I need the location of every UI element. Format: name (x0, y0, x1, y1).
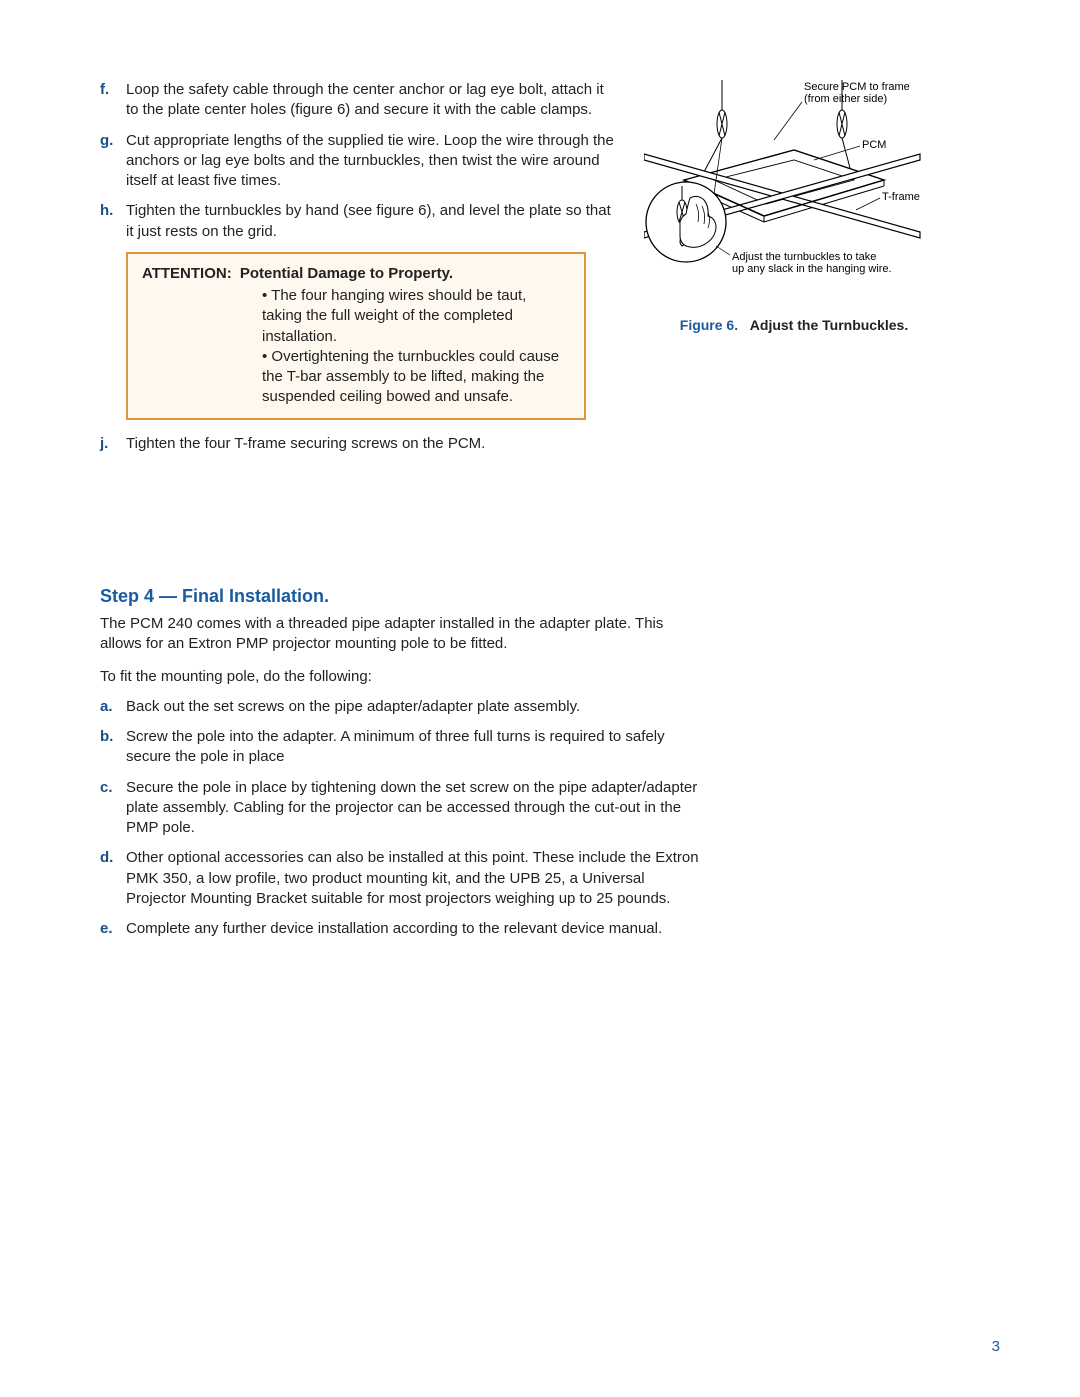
item-marker: b. (100, 727, 126, 768)
attention-label: ATTENTION: (142, 265, 232, 282)
list-item: d. Other optional accessories can also b… (100, 848, 700, 909)
label-adjust-1: Adjust the turnbuckles to take (732, 251, 876, 263)
step4-heading: Step 4 — Final Installation. (100, 584, 1000, 608)
label-adjust-2: up any slack in the hanging wire. (732, 263, 892, 275)
item-text: Screw the pole into the adapter. A minim… (126, 727, 700, 768)
figure-title: Adjust the Turnbuckles. (750, 317, 908, 333)
step4-lead: To fit the mounting pole, do the followi… (100, 667, 1000, 687)
list-item: g. Cut appropriate lengths of the suppli… (100, 131, 620, 192)
label-tframe: T-frame (882, 191, 920, 203)
right-column: Secure PCM to frame (from either side) P… (644, 80, 944, 464)
attention-bullet: Overtightening the turnbuckles could cau… (262, 347, 570, 408)
item-marker: e. (100, 919, 126, 939)
item-marker: c. (100, 778, 126, 839)
item-text: Secure the pole in place by tightening d… (126, 778, 700, 839)
item-text: Back out the set screws on the pipe adap… (126, 697, 700, 717)
list-item: a. Back out the set screws on the pipe a… (100, 697, 700, 717)
list-item: e. Complete any further device installat… (100, 919, 700, 939)
figure-number: Figure 6. (680, 317, 738, 333)
item-text: Tighten the four T-frame securing screws… (126, 434, 620, 454)
item-marker: a. (100, 697, 126, 717)
item-marker: d. (100, 848, 126, 909)
item-marker: j. (100, 434, 126, 454)
label-pcm: PCM (862, 139, 886, 151)
step4-intro: The PCM 240 comes with a threaded pipe a… (100, 614, 700, 655)
left-column: f. Loop the safety cable through the cen… (100, 80, 620, 464)
item-text: Loop the safety cable through the center… (126, 80, 620, 121)
step4-list: a. Back out the set screws on the pipe a… (100, 697, 700, 940)
list-item: h. Tighten the turnbuckles by hand (see … (100, 201, 620, 242)
item-text: Other optional accessories can also be i… (126, 848, 700, 909)
page-number: 3 (992, 1337, 1000, 1357)
attention-title: Potential Damage to Property. (240, 265, 453, 282)
list-item: c. Secure the pole in place by tightenin… (100, 778, 700, 839)
attention-bullet: The four hanging wires should be taut, t… (262, 286, 570, 347)
item-marker: h. (100, 201, 126, 242)
attention-callout: ATTENTION: Potential Damage to Property.… (126, 252, 586, 420)
item-marker: g. (100, 131, 126, 192)
label-secure-1: Secure PCM to frame (804, 81, 910, 93)
attention-bullets: The four hanging wires should be taut, t… (142, 286, 570, 408)
item-text: Cut appropriate lengths of the supplied … (126, 131, 620, 192)
item-marker: f. (100, 80, 126, 121)
figure-6: Secure PCM to frame (from either side) P… (644, 80, 944, 335)
figure-caption: Figure 6. Adjust the Turnbuckles. (644, 316, 944, 335)
list-item: b. Screw the pole into the adapter. A mi… (100, 727, 700, 768)
item-text: Tighten the turnbuckles by hand (see fig… (126, 201, 620, 242)
list-item: j. Tighten the four T-frame securing scr… (100, 434, 620, 454)
list-item: f. Loop the safety cable through the cen… (100, 80, 620, 121)
item-text: Complete any further device installation… (126, 919, 700, 939)
two-column-layout: f. Loop the safety cable through the cen… (100, 80, 1000, 464)
label-secure-2: (from either side) (804, 93, 887, 105)
turnbuckle-diagram: Secure PCM to frame (from either side) P… (644, 80, 924, 290)
post-attention-list: j. Tighten the four T-frame securing scr… (100, 434, 620, 454)
page: f. Loop the safety cable through the cen… (0, 0, 1080, 1397)
first-instruction-list: f. Loop the safety cable through the cen… (100, 80, 620, 242)
